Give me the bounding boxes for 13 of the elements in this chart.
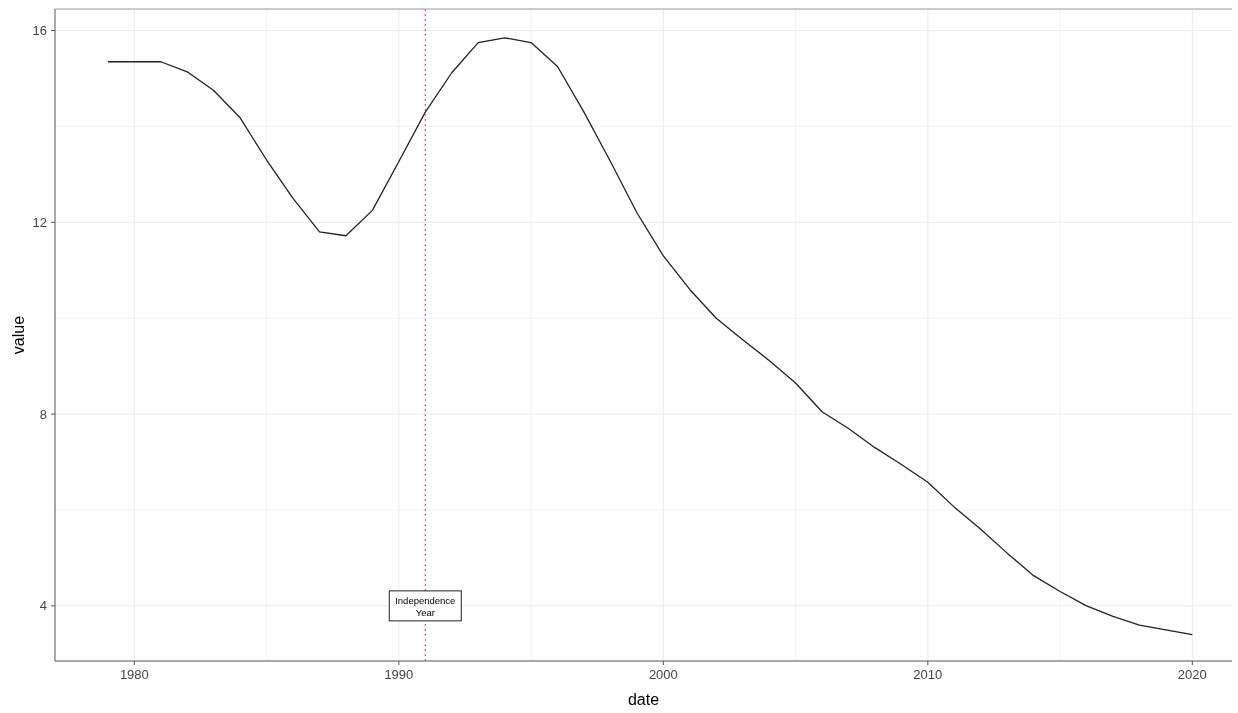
x-tick-label: 1980 [119,667,149,682]
y-tick-label: 12 [32,214,47,230]
y-axis-title: value [10,315,27,355]
x-tick-label: 2010 [913,667,943,682]
annotation: Independence Year [395,594,456,618]
x-tick-label: 2000 [648,667,678,682]
x-tick-label: 1990 [384,667,414,682]
y-tick-label: 16 [32,23,47,39]
y-tick-label: 8 [39,406,47,422]
x-axis-title: date [627,691,660,708]
x-tick-label: 2020 [1177,667,1207,682]
y-tick-label: 4 [39,598,47,614]
line-series [107,37,1193,636]
